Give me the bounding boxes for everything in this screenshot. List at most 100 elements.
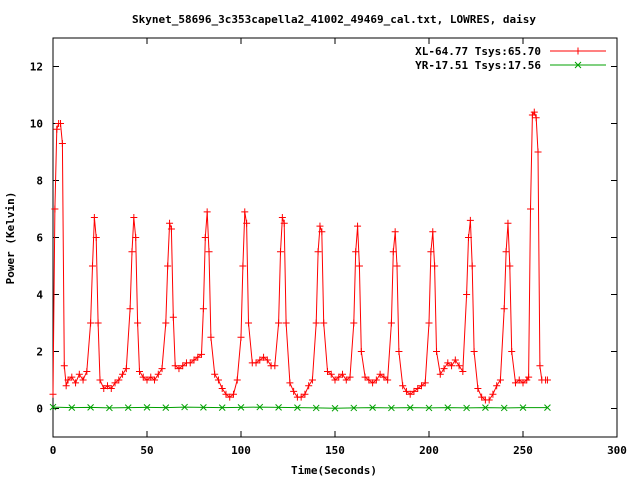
data-point <box>175 365 183 373</box>
data-point <box>534 148 542 156</box>
data-point <box>444 359 452 367</box>
data-point <box>226 393 234 401</box>
data-point <box>275 319 283 327</box>
data-point <box>90 214 98 222</box>
data-point <box>139 373 147 381</box>
data-point <box>342 376 350 384</box>
data-point <box>72 379 80 387</box>
data-point <box>316 222 324 230</box>
data-point <box>391 228 399 236</box>
data-point <box>544 404 551 411</box>
data-point <box>198 350 206 358</box>
data-point <box>151 376 159 384</box>
data-point <box>171 362 179 370</box>
data-point <box>440 365 448 373</box>
data-point <box>312 319 320 327</box>
data-point <box>327 370 335 378</box>
data-point <box>466 216 474 224</box>
data-point <box>126 305 134 313</box>
data-point <box>500 305 508 313</box>
data-point <box>433 348 441 355</box>
data-point <box>276 248 284 256</box>
data-point <box>515 376 523 384</box>
data-point <box>399 382 407 390</box>
data-point <box>308 376 316 384</box>
data-point <box>203 208 211 216</box>
data-point <box>243 219 251 227</box>
data-point <box>111 379 119 387</box>
data-point <box>100 385 108 393</box>
data-point <box>448 362 456 370</box>
data-point <box>132 234 140 241</box>
data-point <box>256 403 264 411</box>
data-point <box>365 376 373 384</box>
data-point <box>64 376 72 384</box>
data-point <box>468 262 476 270</box>
data-point <box>500 404 508 412</box>
x-tick-label: 250 <box>513 444 533 457</box>
data-point <box>162 404 170 411</box>
data-point <box>372 376 380 384</box>
data-point <box>350 319 358 327</box>
series-2 <box>49 403 551 412</box>
data-point <box>519 404 527 411</box>
data-point <box>278 214 286 222</box>
data-point <box>222 390 230 398</box>
data-point <box>361 373 369 381</box>
data-point <box>245 319 253 327</box>
data-point <box>51 205 59 213</box>
legend-label: XL-64.77 Tsys:65.70 <box>415 45 541 58</box>
data-point <box>79 376 87 384</box>
data-point <box>508 348 516 355</box>
data-point <box>504 219 512 227</box>
data-point <box>493 382 501 390</box>
data-point <box>162 319 170 327</box>
data-point <box>60 362 68 370</box>
x-tick-label: 300 <box>607 444 627 457</box>
data-point <box>464 234 472 241</box>
data-point <box>406 404 414 411</box>
data-point <box>68 373 76 381</box>
data-point <box>241 208 249 216</box>
data-point <box>233 376 241 384</box>
data-point <box>314 248 322 256</box>
data-point <box>478 393 486 401</box>
data-point <box>339 370 347 378</box>
data-point <box>83 367 91 375</box>
y-axis-label: Power (Kelvin) <box>4 192 17 285</box>
data-point <box>527 205 535 213</box>
data-point <box>380 373 388 381</box>
data-point <box>376 370 384 378</box>
data-point <box>470 348 478 355</box>
data-point <box>474 385 482 393</box>
data-point <box>346 373 354 381</box>
data-point <box>143 404 151 411</box>
data-point <box>286 379 294 387</box>
data-point <box>305 382 313 390</box>
data-point <box>320 319 328 327</box>
data-point <box>387 319 395 327</box>
x-axis-label: Time(Seconds) <box>291 464 377 477</box>
data-point <box>68 404 76 411</box>
data-point <box>135 367 143 375</box>
data-point <box>130 214 138 222</box>
data-point <box>369 404 376 411</box>
data-point <box>489 390 497 398</box>
data-point <box>239 262 247 270</box>
chart-title: Skynet_58696_3c353capella2_41002_49469_c… <box>132 13 536 26</box>
data-point <box>107 385 115 393</box>
data-point <box>122 365 130 373</box>
y-tick-label: 4 <box>36 289 43 302</box>
data-point <box>124 404 132 411</box>
legend-label: YR-17.51 Tsys:17.56 <box>415 59 541 72</box>
data-point <box>506 262 514 270</box>
data-point <box>297 393 305 401</box>
x-tick-label: 0 <box>50 444 57 457</box>
data-point <box>417 382 425 390</box>
data-point <box>158 365 166 373</box>
x-axis-ticks: 0 50 100 150 200 250 300 <box>50 38 627 457</box>
x-tick-label: 200 <box>419 444 439 457</box>
data-point <box>87 319 95 327</box>
